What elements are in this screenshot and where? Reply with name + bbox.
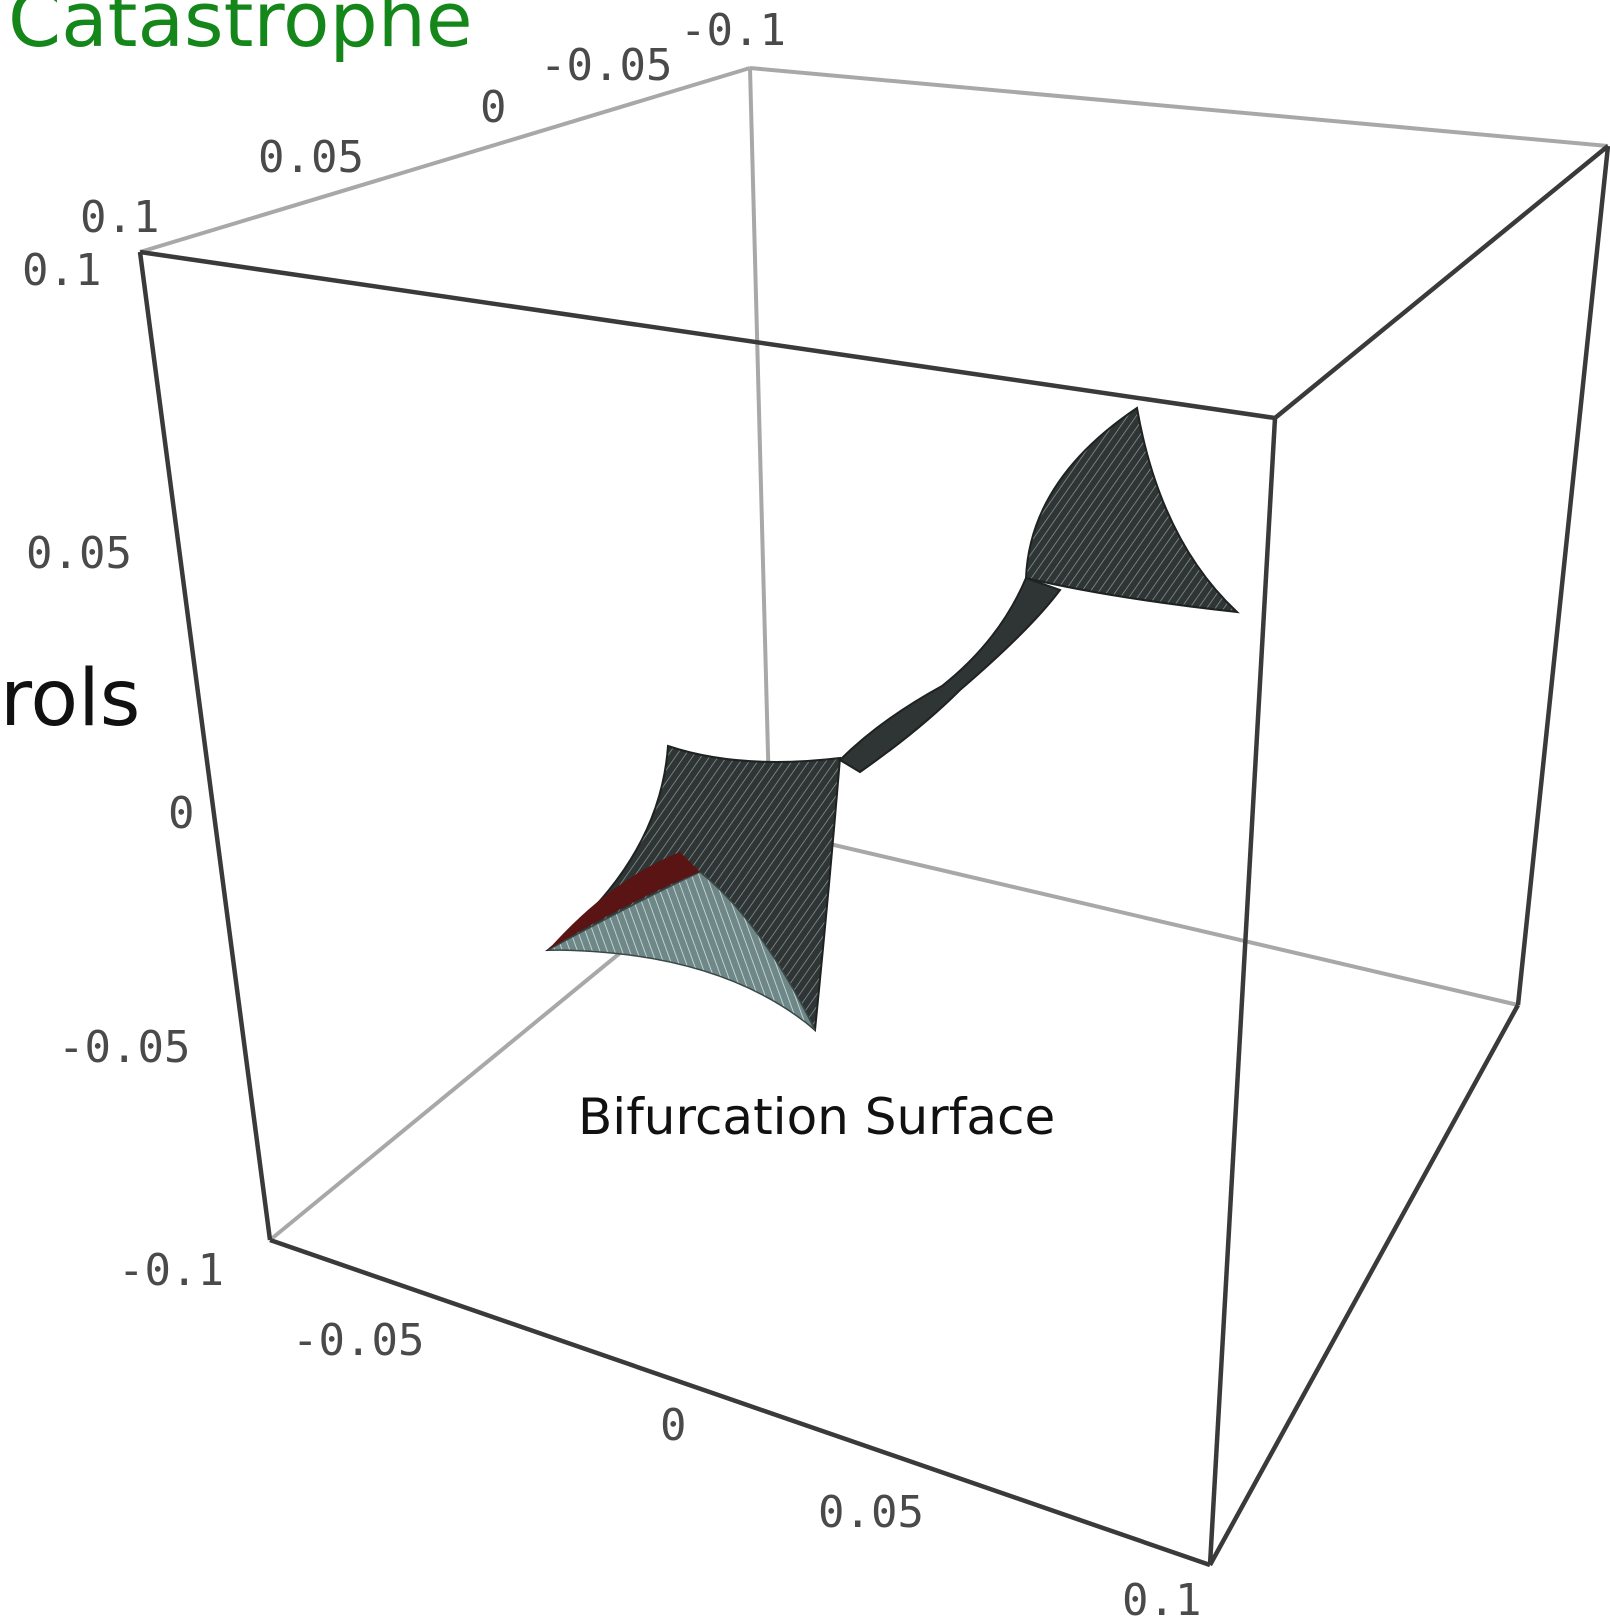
tick-label: 0: [480, 82, 507, 133]
slide-title: Catastrophe: [8, 0, 473, 64]
tick-label: 0.1: [80, 192, 159, 243]
tick-label: 0.1: [22, 245, 101, 296]
box-edge: [1208, 1003, 1520, 1567]
box-edge: [748, 67, 772, 831]
bottom-axis-ticks: -0.05 0 0.05 0.1: [292, 1315, 1201, 1623]
tick-label: -0.05: [540, 40, 672, 91]
top-axis-ticks: -0.1 -0.05 0 0.05 0.1: [80, 5, 786, 243]
partial-slide-text: rols: [0, 654, 141, 744]
bifurcation-surface: [544, 406, 1240, 1033]
tick-label: 0: [168, 788, 195, 839]
tick-label: -0.1: [680, 5, 786, 56]
box-edge: [1515, 145, 1610, 1006]
tick-label: 0.1: [1122, 1575, 1201, 1623]
tick-label: -0.05: [292, 1315, 424, 1366]
tick-label: 0.05: [258, 132, 364, 183]
box-edge: [769, 828, 1519, 1007]
tick-label: 0: [660, 1400, 687, 1451]
surface-caption: Bifurcation Surface: [578, 1088, 1056, 1146]
surface-ridge: [838, 576, 1062, 774]
box-edge: [139, 249, 1276, 421]
surface-underside: [547, 871, 816, 1031]
box-edge: [137, 251, 273, 1241]
box-edge: [749, 66, 1609, 148]
box-back-edges: [139, 66, 1609, 1242]
box-edge: [139, 66, 751, 254]
surface-upper-sheet: [1024, 406, 1240, 614]
tick-label: 0.05: [818, 1487, 924, 1538]
box-edge: [1207, 417, 1278, 1566]
tick-label: -0.05: [58, 1022, 190, 1073]
surface-inner-fold: [548, 852, 700, 950]
box-edge: [269, 1237, 1211, 1568]
tick-label: -0.1: [118, 1245, 224, 1296]
tick-label: 0.05: [26, 528, 132, 579]
box-front-edges: [137, 144, 1610, 1568]
box-edge: [1273, 144, 1610, 420]
vertical-axis-ticks: 0.1 0.05 0 -0.05 -0.1: [22, 245, 224, 1296]
